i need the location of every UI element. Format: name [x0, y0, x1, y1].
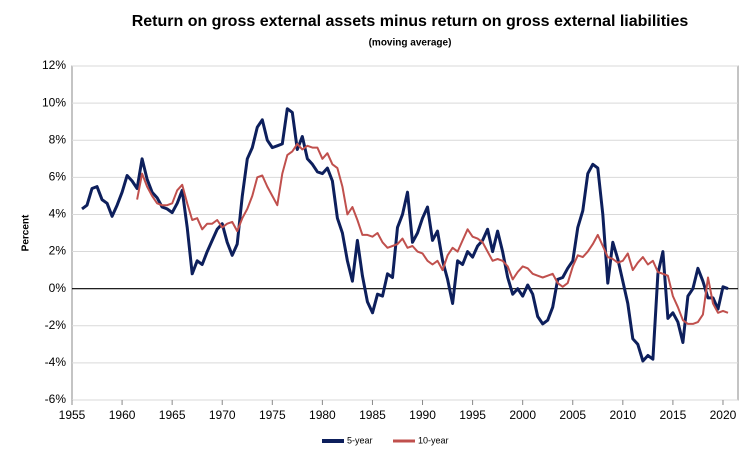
y-tick-label: 6%	[49, 170, 67, 184]
y-tick-label: -4%	[45, 355, 67, 369]
y-tick-label: -2%	[45, 318, 67, 332]
x-tick-label: 1980	[309, 408, 336, 422]
y-tick-label: 4%	[49, 207, 67, 221]
x-tick-label: 1965	[159, 408, 186, 422]
x-tick-label: 2000	[509, 408, 536, 422]
legend-label: 5-year	[347, 435, 373, 445]
x-tick-label: 2020	[710, 408, 737, 422]
x-tick-label: 1955	[59, 408, 86, 422]
x-tick-label: 1975	[259, 408, 286, 422]
legend-label: 10-year	[418, 435, 449, 445]
y-axis-label: Percent	[21, 214, 32, 251]
series-line	[136, 142, 729, 325]
chart-subtitle: (moving average)	[369, 38, 452, 49]
y-tick-label: -6%	[45, 392, 67, 406]
x-tick-label: 2010	[609, 408, 636, 422]
y-tick-label: 2%	[49, 244, 67, 258]
x-tick-label: 2015	[660, 408, 687, 422]
y-tick-label: 12%	[42, 58, 66, 72]
x-tick-label: 2005	[559, 408, 586, 422]
x-tick-label: 1970	[209, 408, 236, 422]
y-tick-label: 0%	[49, 281, 67, 295]
y-tick-label: 8%	[49, 132, 67, 146]
x-tick-label: 1995	[459, 408, 486, 422]
chart-title: Return on gross external assets minus re…	[132, 13, 689, 30]
x-tick-label: 1985	[359, 408, 386, 422]
x-tick-label: 1990	[409, 408, 436, 422]
series-line	[81, 107, 729, 363]
y-tick-label: 10%	[42, 95, 66, 109]
x-tick-label: 1960	[109, 408, 136, 422]
